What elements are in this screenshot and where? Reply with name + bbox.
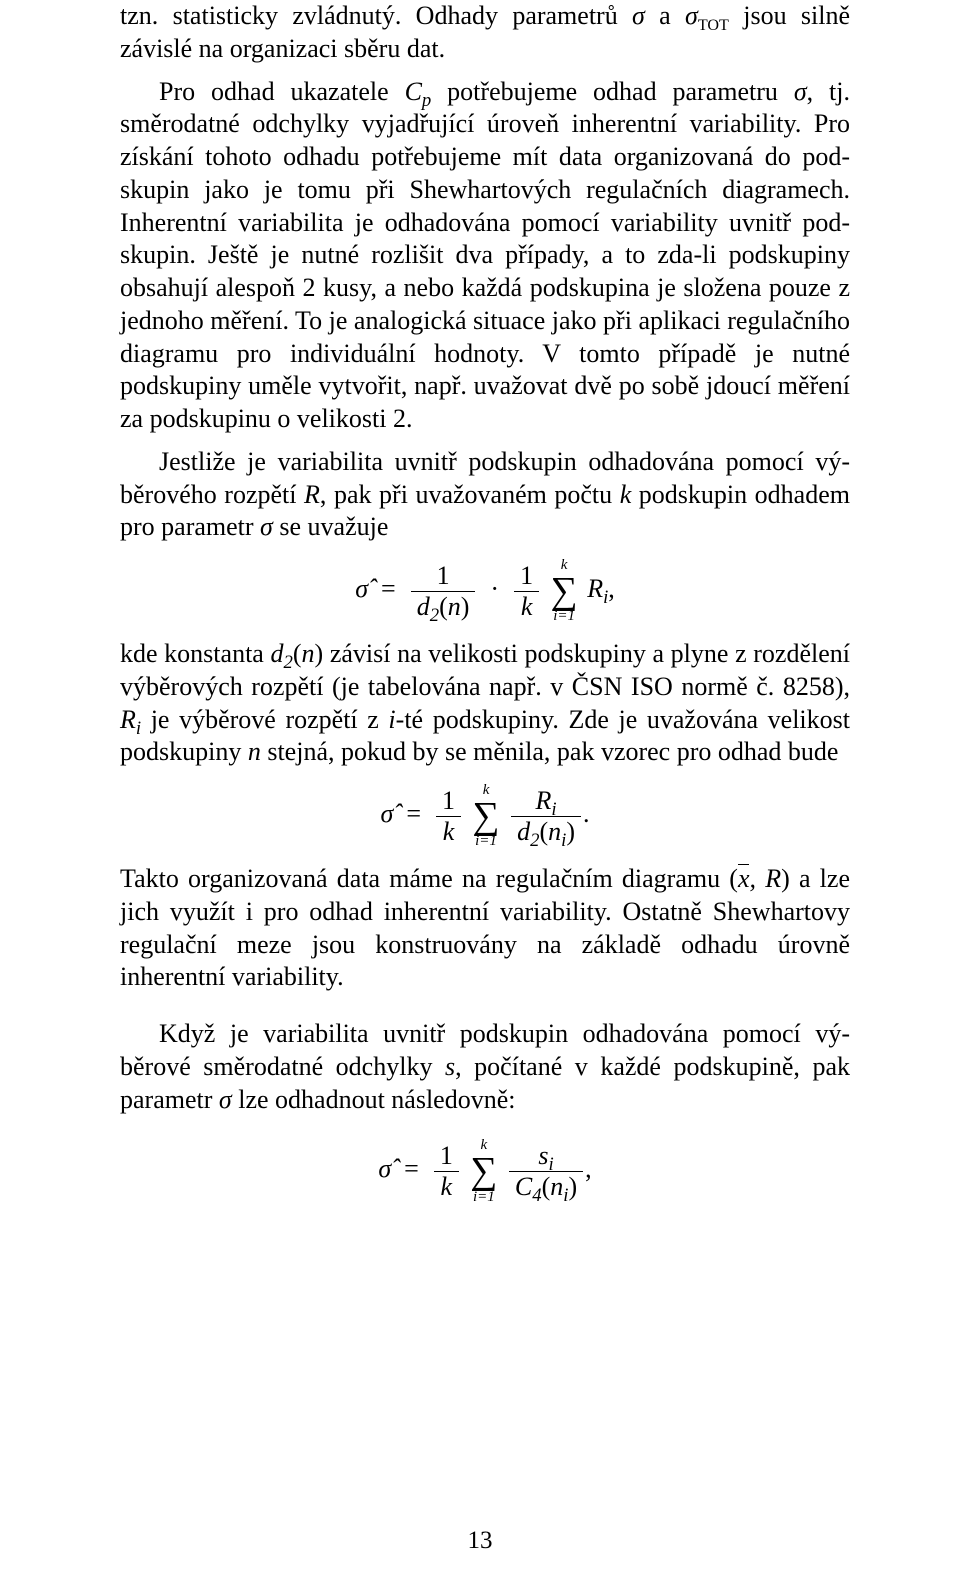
equation-sigma-hat-2: σ̂ = 1 k k ∑ i=1 Ri d2(ni) . [120,783,850,849]
body-text: a [645,1,685,30]
equation-sigma-hat-3: σ̂ = 1 k k ∑ i=1 si C4(ni) , [120,1138,850,1204]
symbol-d2n: d2 [270,639,292,668]
paragraph-5: Takto organizovaná data máme na regulačn… [120,863,850,994]
body-text: lze odhadnout následovně: [232,1085,516,1114]
body-text: potřebujeme odhad parametru [431,77,794,106]
symbol-k: k [620,480,632,509]
body-text: Takto organizovaná data máme na regulačn… [120,864,738,893]
paragraph-6: Když je variabilita uvnitř podskupin odh… [120,1018,850,1116]
equation-sigma-hat-1: σ̂ = 1 d2(n) · 1 k k ∑ i=1 Ri, [120,558,850,624]
document-page: tzn. statisticky zvládnutý. Odhady param… [0,0,960,1591]
paragraph-4: kde konstanta d2(n) závisí na velikosti … [120,638,850,769]
symbol-R: R [304,480,320,509]
symbol-n: n [248,737,261,766]
symbol-Ri: Ri [120,705,141,734]
body-text: je výběrové rozpětí z [141,705,388,734]
body-text: kde konstanta [120,639,270,668]
paragraph-1: tzn. statisticky zvládnutý. Odhady param… [120,0,850,66]
symbol-sigma: σ [632,1,645,30]
symbol-s: s [445,1052,455,1081]
paragraph-2: Pro odhad ukazatele Cp potřebujeme odhad… [120,76,850,436]
body-text: Pro odhad ukazatele [159,77,405,106]
symbol-i: i [388,705,395,734]
paragraph-3: Jestliže je variabilita uvnitř podskupin… [120,446,850,544]
symbol-R-pair: , R [750,864,782,893]
page-number: 13 [0,1527,960,1555]
body-text: , tj. směrodatné odchylky vyjadřující úr… [120,77,850,434]
symbol-cp: Cp [405,77,432,106]
symbol-sigma: σ [260,512,273,541]
symbol-n: n [302,639,315,668]
body-text: , pak při uvažovaném počtu [320,480,620,509]
symbol-sigma: σ [219,1085,232,1114]
body-text: tzn. statisticky zvládnutý. Odhady param… [120,1,632,30]
body-text: se uvažuje [273,512,389,541]
symbol-sigma-tot: σTOT [685,1,729,30]
symbol-sigma: σ [794,77,807,106]
body-text: stejná, pokud by se měnila, pak vzorec p… [261,737,839,766]
symbol-xbar: x [738,863,750,896]
